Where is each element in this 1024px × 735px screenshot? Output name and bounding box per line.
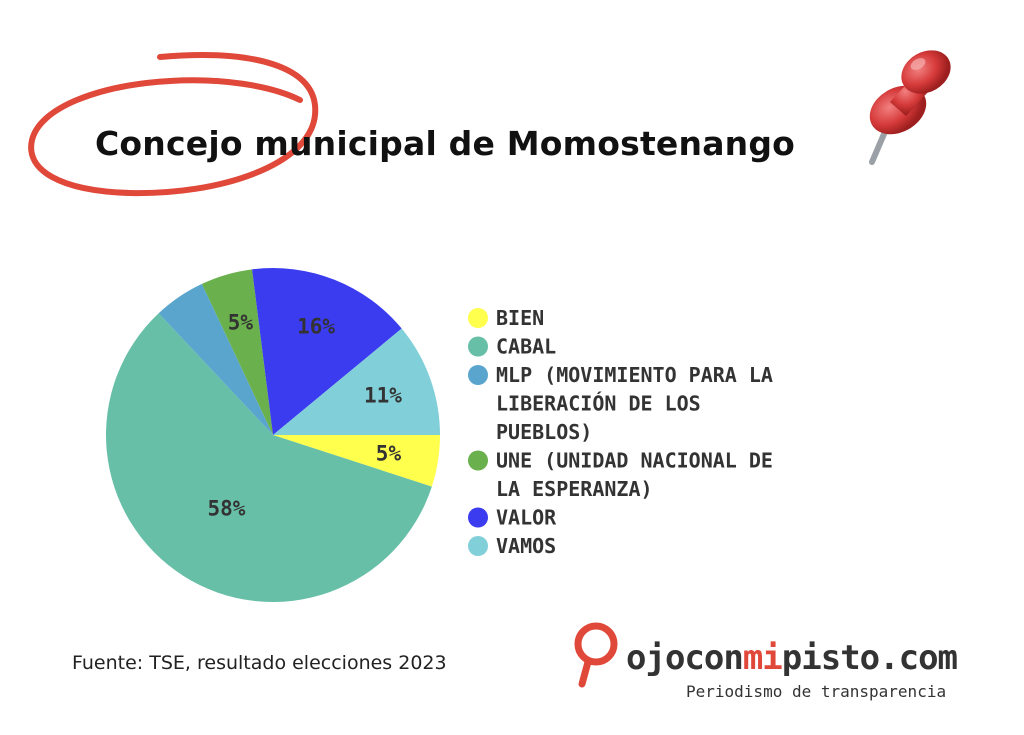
pie-slice-valor [252,268,402,435]
legend-swatch [468,308,488,328]
slice-label: 58% [208,496,246,520]
pie-slices [106,268,440,602]
legend-label: LA ESPERANZA) [496,477,653,501]
page-title: Concejo municipal de Momostenango [95,124,796,163]
slice-label: 11% [364,383,402,407]
chart-legend: BIEN CABAL MLP (MOVIMIENTO PARA LA LIBERACI… [468,306,773,558]
legend-label: PUEBLOS) [496,420,592,444]
pie-slice-labels: 5% 58% 5% 16% 11% [208,311,403,521]
legend-label: UNE (UNIDAD NACIONAL DE [496,449,773,473]
pie-slice-bien [273,435,440,487]
legend-swatch [468,536,488,556]
legend-label: LIBERACIÓN DE LOS [496,392,701,416]
brand-name-part: .com [879,638,958,678]
pie-slice-une [201,269,273,435]
brand-name: ojoconmipisto.com [626,638,958,678]
legend-label: BIEN [496,306,544,330]
pie-slice-vamos [273,328,440,435]
legend-swatch [468,507,488,528]
brand-name-part: ojocon [626,638,744,678]
brand-tagline: Periodismo de transparencia [686,682,947,701]
legend-swatch [468,336,488,357]
legend-label: VALOR [496,506,557,530]
legend-label: CABAL [496,335,556,359]
pie-slice-cabal [106,313,432,602]
brand-name-part: pisto [781,638,880,678]
legend-swatch [468,365,488,385]
legend-label: VAMOS [496,534,556,558]
slice-label: 5% [376,441,402,465]
pie-slice-mlp [158,283,273,435]
magnifier-icon [574,622,618,688]
slice-label: 5% [228,311,254,335]
red-hand-drawn-circle [28,52,319,197]
legend-label: MLP (MOVIMIENTO PARA LA [496,363,773,387]
brand-logo: ojoconmipisto.com Periodismo de transpar… [568,618,958,708]
brand-name-part: mi [742,638,783,678]
slice-label: 16% [297,314,335,338]
source-note: Fuente: TSE, resultado elecciones 2023 [72,652,447,674]
legend-swatch [468,450,488,471]
pushpin-icon [869,50,951,165]
